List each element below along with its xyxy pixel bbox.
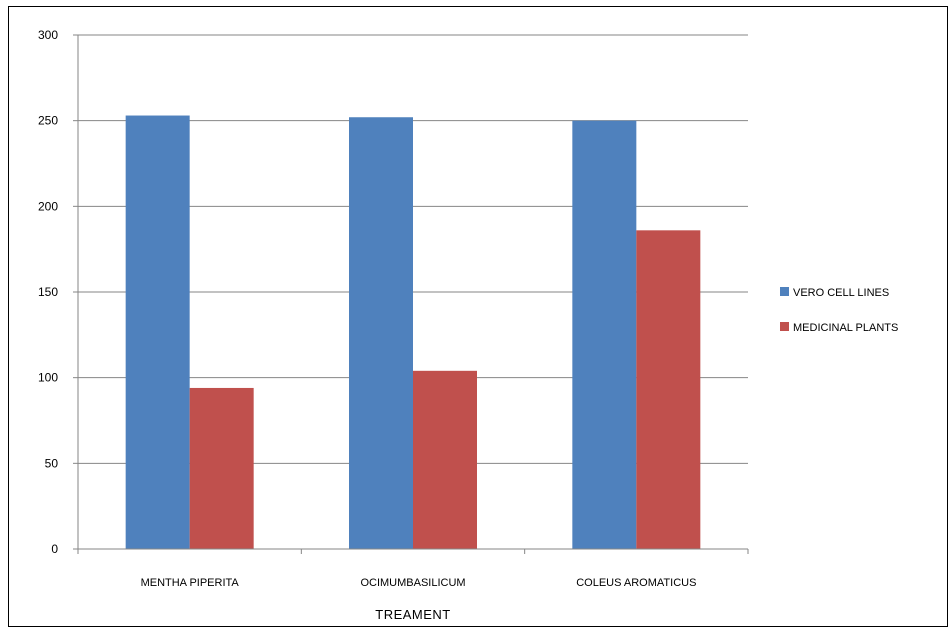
x-axis-title: TREAMENT xyxy=(375,607,451,622)
legend-label: MEDICINAL PLANTS xyxy=(793,322,898,334)
y-tick-label: 150 xyxy=(38,285,58,299)
x-category-label: MENTHA PIPERITA xyxy=(141,577,240,589)
axes xyxy=(73,34,749,554)
bar xyxy=(413,370,477,549)
x-category-label: OCIMUMBASILICUM xyxy=(360,577,465,589)
legend-swatch xyxy=(780,322,789,331)
y-tick-labels: 0 50 100 150 200 250 300 xyxy=(38,28,58,556)
legend-label: VERO CELL LINES xyxy=(793,287,889,299)
legend: VERO CELL LINES MEDICINAL PLANTS xyxy=(780,287,898,334)
y-tick-label: 0 xyxy=(51,542,58,556)
legend-swatch xyxy=(780,287,789,296)
y-tick-label: 200 xyxy=(38,199,58,213)
x-category-labels: MENTHA PIPERITA OCIMUMBASILICUM COLEUS ARO… xyxy=(141,577,697,589)
bar xyxy=(125,115,190,549)
y-tick-label: 100 xyxy=(38,371,58,385)
bar xyxy=(636,230,701,549)
bar xyxy=(189,387,254,549)
x-category-label: COLEUS AROMATICUS xyxy=(576,577,696,589)
y-tick-label: 250 xyxy=(38,114,58,128)
y-tick-label: 300 xyxy=(38,28,58,42)
bar xyxy=(572,120,637,550)
bar xyxy=(349,117,413,550)
bars xyxy=(125,115,701,550)
y-tick-label: 50 xyxy=(45,456,59,470)
